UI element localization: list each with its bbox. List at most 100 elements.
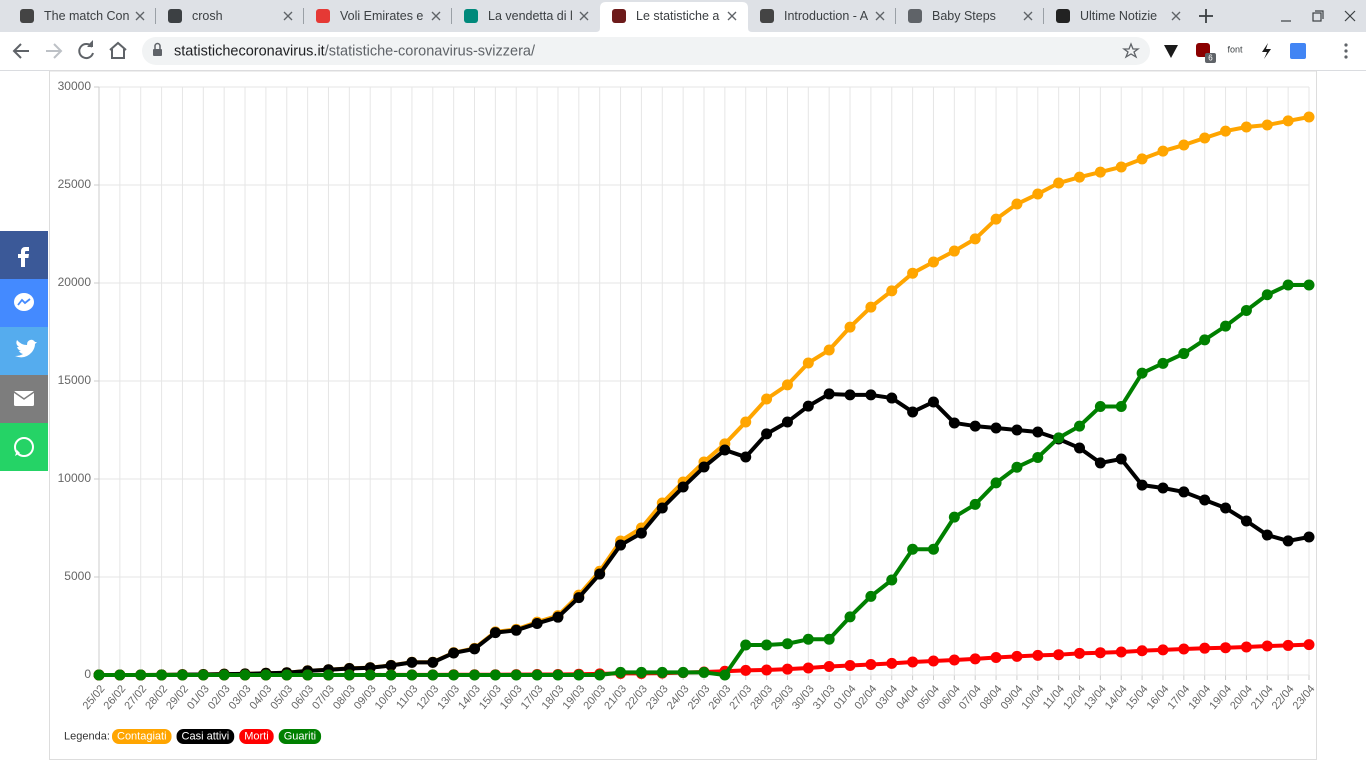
data-point[interactable] xyxy=(990,651,1002,663)
tab-close[interactable] xyxy=(431,11,441,21)
data-point[interactable] xyxy=(677,481,689,493)
data-point[interactable] xyxy=(156,669,168,681)
data-point[interactable] xyxy=(719,669,731,681)
twitter-share[interactable] xyxy=(0,327,48,375)
data-point[interactable] xyxy=(677,666,689,678)
data-point[interactable] xyxy=(1199,334,1211,346)
data-point[interactable] xyxy=(385,659,397,671)
data-point[interactable] xyxy=(1115,453,1127,465)
tab-close[interactable] xyxy=(1023,11,1033,21)
tab[interactable]: Introduction - A xyxy=(760,8,896,24)
translate-extension[interactable] xyxy=(1290,43,1306,59)
data-point[interactable] xyxy=(448,647,460,659)
data-point[interactable] xyxy=(927,655,939,667)
bookmark-star[interactable] xyxy=(1122,42,1140,59)
data-point[interactable] xyxy=(927,543,939,555)
data-point[interactable] xyxy=(1115,400,1127,412)
data-point[interactable] xyxy=(865,590,877,602)
data-point[interactable] xyxy=(573,592,585,604)
facebook-share[interactable] xyxy=(0,231,48,279)
data-point[interactable] xyxy=(844,659,856,671)
data-point[interactable] xyxy=(469,643,481,655)
data-point[interactable] xyxy=(1303,111,1315,123)
data-point[interactable] xyxy=(740,416,752,428)
data-point[interactable] xyxy=(406,669,418,681)
home-button[interactable] xyxy=(109,41,127,59)
legend-entry[interactable]: Morti xyxy=(239,729,274,744)
data-point[interactable] xyxy=(948,654,960,666)
data-point[interactable] xyxy=(448,669,460,681)
data-point[interactable] xyxy=(176,669,188,681)
data-point[interactable] xyxy=(1303,639,1315,651)
data-point[interactable] xyxy=(531,669,543,681)
data-point[interactable] xyxy=(740,639,752,651)
data-point[interactable] xyxy=(698,461,710,473)
data-point[interactable] xyxy=(761,664,773,676)
data-point[interactable] xyxy=(302,669,314,681)
data-point[interactable] xyxy=(1157,145,1169,157)
data-point[interactable] xyxy=(1303,531,1315,543)
data-point[interactable] xyxy=(1178,486,1190,498)
data-point[interactable] xyxy=(489,627,501,639)
data-point[interactable] xyxy=(635,666,647,678)
legend-entry[interactable]: Casi attivi xyxy=(176,729,235,744)
close-window-button[interactable] xyxy=(1344,10,1356,22)
data-point[interactable] xyxy=(927,396,939,408)
data-point[interactable] xyxy=(1053,177,1065,189)
data-point[interactable] xyxy=(510,669,522,681)
data-point[interactable] xyxy=(761,393,773,405)
extension-icon[interactable] xyxy=(1164,45,1178,58)
menu-button[interactable] xyxy=(1344,43,1348,59)
data-point[interactable] xyxy=(615,539,627,551)
data-point[interactable] xyxy=(802,662,814,674)
data-point[interactable] xyxy=(948,245,960,257)
data-point[interactable] xyxy=(1011,461,1023,473)
tab[interactable]: Le statistiche a xyxy=(596,2,752,32)
data-point[interactable] xyxy=(656,666,668,678)
data-point[interactable] xyxy=(260,669,272,681)
data-point[interactable] xyxy=(1115,161,1127,173)
data-point[interactable] xyxy=(1282,639,1294,651)
data-point[interactable] xyxy=(1240,304,1252,316)
data-point[interactable] xyxy=(761,639,773,651)
data-point[interactable] xyxy=(761,428,773,440)
legend-entry[interactable]: Contagiati xyxy=(112,729,172,744)
data-point[interactable] xyxy=(907,543,919,555)
data-point[interactable] xyxy=(802,633,814,645)
data-point[interactable] xyxy=(135,669,147,681)
whatsapp-share[interactable] xyxy=(0,423,48,471)
data-point[interactable] xyxy=(781,379,793,391)
data-point[interactable] xyxy=(635,527,647,539)
data-point[interactable] xyxy=(385,669,397,681)
restore-button[interactable] xyxy=(1312,10,1324,22)
data-point[interactable] xyxy=(1178,139,1190,151)
data-point[interactable] xyxy=(1282,115,1294,127)
data-point[interactable] xyxy=(823,661,835,673)
data-point[interactable] xyxy=(740,664,752,676)
data-point[interactable] xyxy=(844,321,856,333)
data-point[interactable] xyxy=(343,669,355,681)
data-point[interactable] xyxy=(1157,644,1169,656)
data-point[interactable] xyxy=(573,669,585,681)
data-point[interactable] xyxy=(510,624,522,636)
data-point[interactable] xyxy=(427,656,439,668)
data-point[interactable] xyxy=(1032,451,1044,463)
tab[interactable]: crosh xyxy=(168,8,304,24)
data-point[interactable] xyxy=(990,213,1002,225)
data-point[interactable] xyxy=(1240,641,1252,653)
data-point[interactable] xyxy=(969,498,981,510)
data-point[interactable] xyxy=(1136,367,1148,379)
data-point[interactable] xyxy=(1136,645,1148,657)
data-point[interactable] xyxy=(1074,420,1086,432)
data-point[interactable] xyxy=(239,669,251,681)
data-point[interactable] xyxy=(886,285,898,297)
data-point[interactable] xyxy=(1261,289,1273,301)
data-point[interactable] xyxy=(469,669,481,681)
address-bar[interactable] xyxy=(142,37,1150,65)
tab-close[interactable] xyxy=(135,11,145,21)
data-point[interactable] xyxy=(552,669,564,681)
back-button[interactable] xyxy=(12,43,29,59)
email-share[interactable] xyxy=(0,375,48,423)
data-point[interactable] xyxy=(1136,479,1148,491)
data-point[interactable] xyxy=(781,663,793,675)
